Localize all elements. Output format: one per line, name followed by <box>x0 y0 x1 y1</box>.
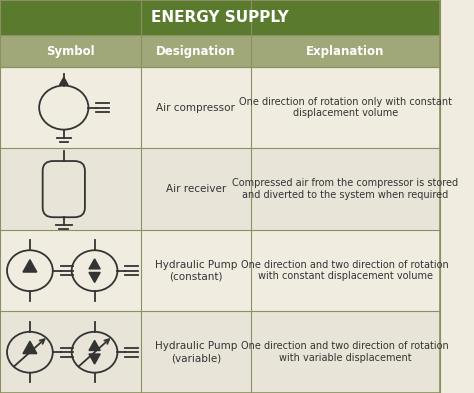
Text: Symbol: Symbol <box>46 44 95 58</box>
Polygon shape <box>89 354 100 364</box>
Polygon shape <box>89 259 100 269</box>
FancyBboxPatch shape <box>0 230 440 311</box>
Text: Designation: Designation <box>156 44 236 58</box>
Polygon shape <box>89 340 100 351</box>
Text: Explanation: Explanation <box>306 44 384 58</box>
Polygon shape <box>60 77 68 85</box>
Text: One direction and two direction of rotation
with constant displacement volume: One direction and two direction of rotat… <box>241 260 449 281</box>
Polygon shape <box>89 272 100 283</box>
Text: ENERGY SUPPLY: ENERGY SUPPLY <box>151 10 289 25</box>
Text: Compressed air from the compressor is stored
and diverted to the system when req: Compressed air from the compressor is st… <box>232 178 458 200</box>
Text: One direction of rotation only with constant
displacement volume: One direction of rotation only with cons… <box>239 97 452 118</box>
Polygon shape <box>23 341 37 354</box>
FancyBboxPatch shape <box>0 311 440 393</box>
FancyBboxPatch shape <box>0 0 440 35</box>
FancyBboxPatch shape <box>0 67 440 148</box>
Text: Air compressor: Air compressor <box>156 103 235 112</box>
FancyBboxPatch shape <box>0 148 440 230</box>
Text: Hydraulic Pump
(constant): Hydraulic Pump (constant) <box>155 260 237 281</box>
Text: Air receiver: Air receiver <box>165 184 226 194</box>
Text: Hydraulic Pump
(variable): Hydraulic Pump (variable) <box>155 342 237 363</box>
Polygon shape <box>23 260 37 272</box>
Text: One direction and two direction of rotation
with variable displacement: One direction and two direction of rotat… <box>241 342 449 363</box>
FancyBboxPatch shape <box>0 35 440 67</box>
